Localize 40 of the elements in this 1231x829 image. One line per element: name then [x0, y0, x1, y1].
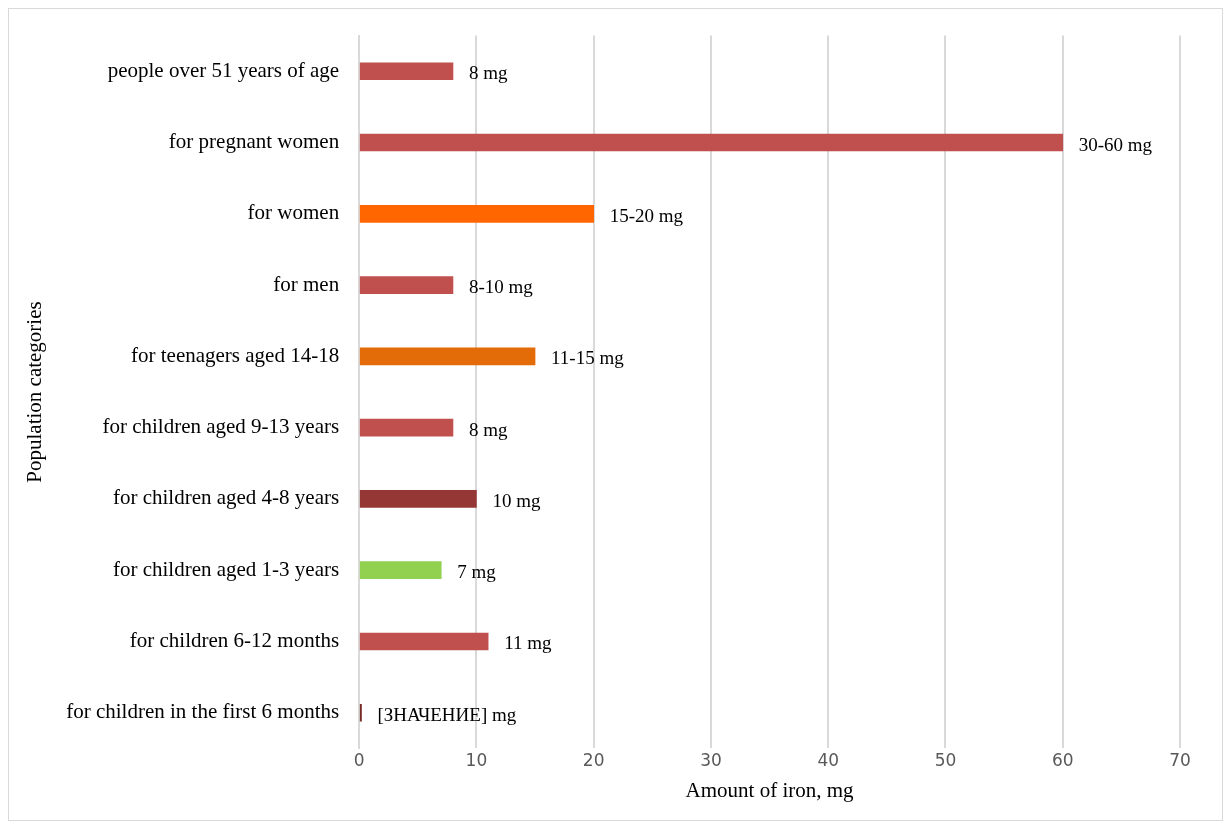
y-tick-label: for children in the first 6 months: [66, 699, 340, 724]
y-tick-label: for children 6-12 months: [129, 628, 340, 652]
y-tick-label: people over 51 years of age: [107, 57, 340, 82]
data-label: 15-20 mg: [609, 204, 684, 226]
bar: [359, 703, 362, 722]
data-label: [ЗНАЧЕНИЕ] mg: [377, 703, 517, 725]
bar: [359, 632, 489, 651]
y-axis-title: Population categories: [22, 301, 47, 483]
x-axis-title: Amount of iron, mg: [685, 777, 855, 802]
data-label: 11-15 mg: [551, 347, 625, 369]
data-label: 11 mg: [504, 632, 552, 654]
bar: [359, 133, 1064, 152]
x-tick-label: 0: [353, 750, 365, 771]
bar: [359, 490, 477, 508]
bar: [359, 276, 454, 294]
y-tick-label: for men: [273, 271, 340, 296]
data-label: 7 mg: [457, 561, 497, 583]
bar: [359, 561, 442, 580]
x-tick-label: 30: [700, 750, 722, 771]
data-label: 8 mg: [468, 62, 508, 84]
bar: [359, 62, 454, 81]
y-tick-label: for women: [247, 200, 340, 225]
x-tick-label: 60: [1051, 750, 1074, 771]
y-tick-label: for children aged 4-8 years: [112, 485, 340, 510]
bar: [359, 418, 454, 437]
bar: [359, 204, 595, 223]
x-tick-label: 10: [465, 750, 488, 771]
y-tick-label: for children aged 9-13 years: [102, 414, 340, 439]
bar: [359, 347, 536, 366]
data-label: 8-10 mg: [468, 276, 534, 298]
y-tick-label: for pregnant women: [168, 129, 340, 154]
data-label: 10 mg: [492, 489, 541, 511]
x-tick-label: 40: [817, 750, 840, 771]
y-tick-label: for teenagers aged 14-18: [130, 342, 340, 367]
data-label: 8 mg: [468, 418, 508, 440]
x-tick-label: 20: [582, 750, 605, 771]
data-label: 30-60 mg: [1078, 133, 1153, 155]
x-tick-label: 70: [1169, 750, 1191, 771]
x-tick-label: 50: [934, 750, 957, 771]
y-tick-label: for children aged 1-3 years: [112, 556, 340, 581]
